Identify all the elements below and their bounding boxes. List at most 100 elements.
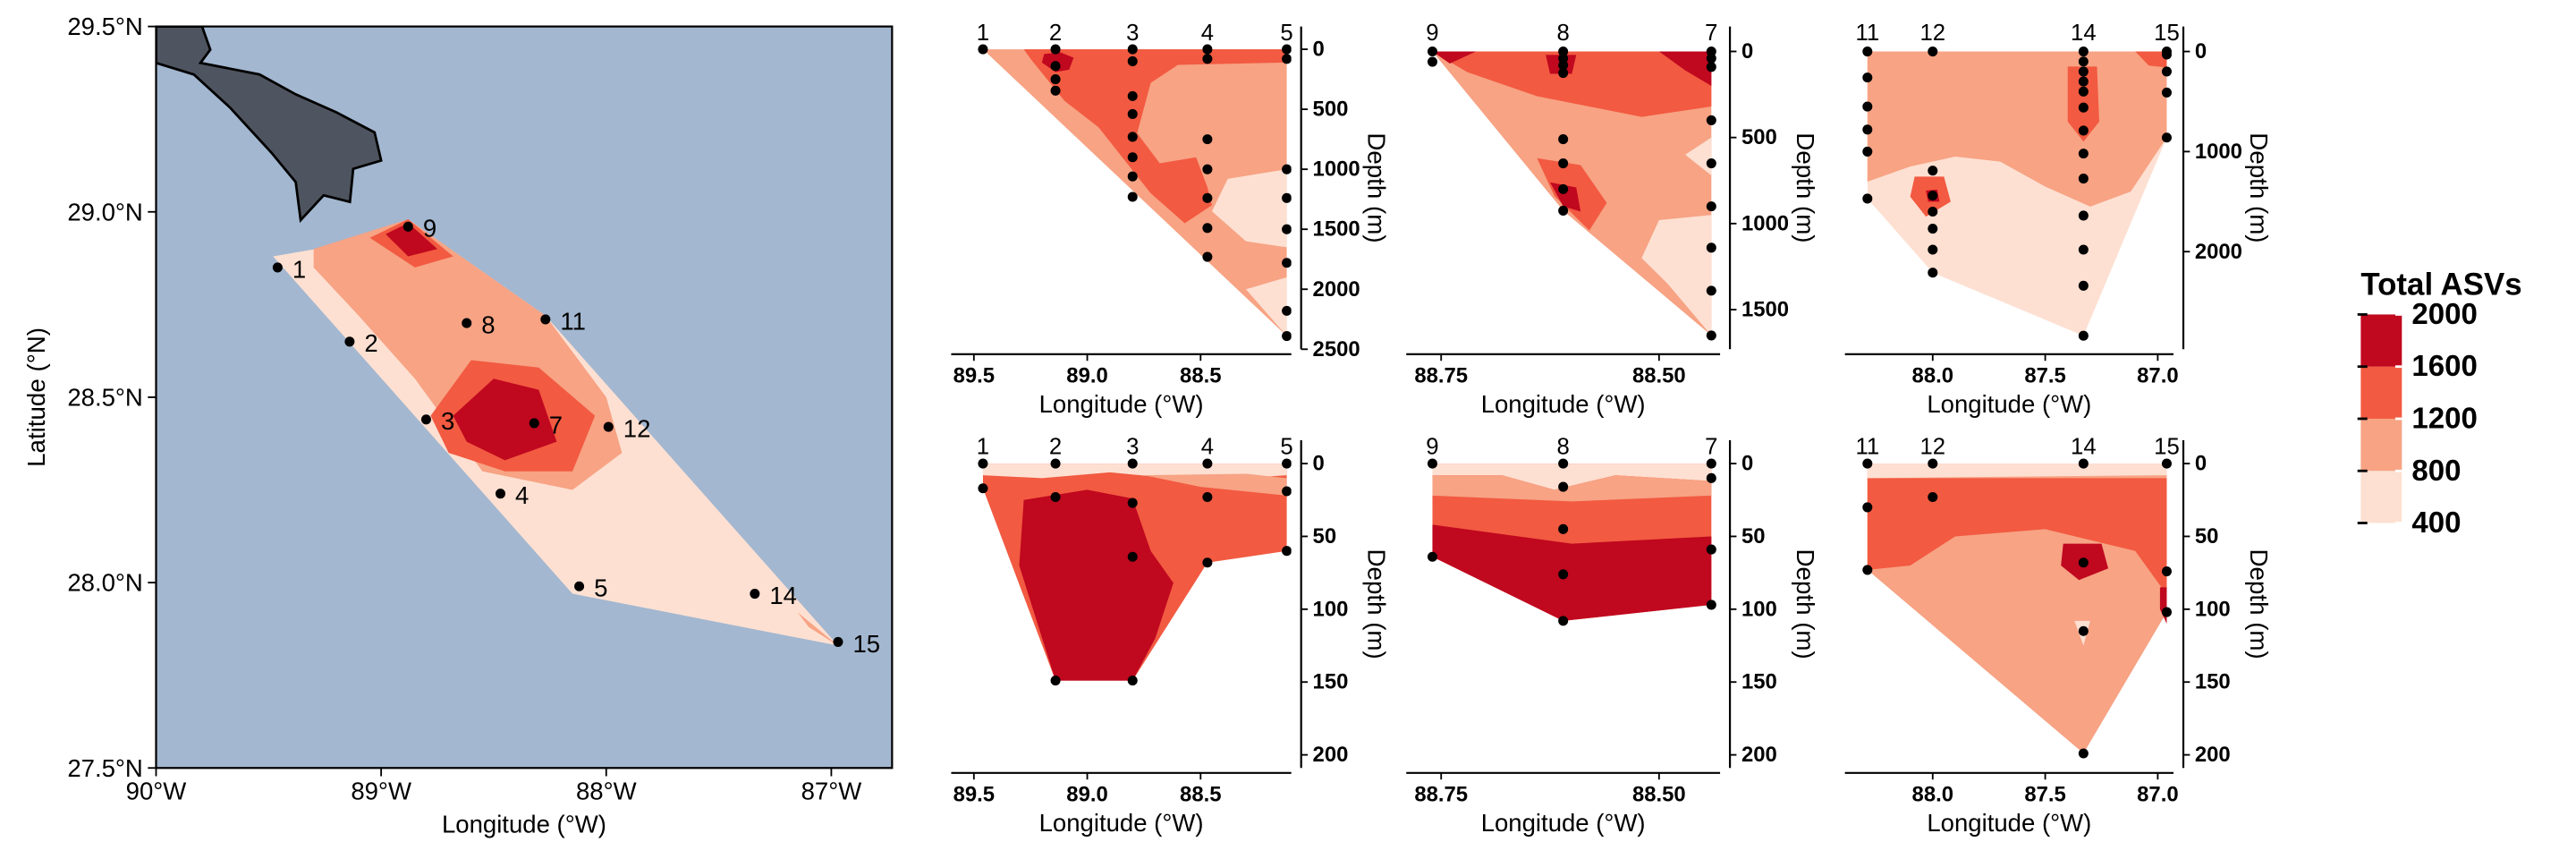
x-tick-label: 89.0 <box>1066 782 1107 806</box>
sample-point <box>2078 280 2089 291</box>
sample-point <box>1928 491 1938 503</box>
panel <box>1427 46 1716 341</box>
sample-point <box>1558 134 1569 145</box>
sample-point <box>1928 47 1938 57</box>
station-point <box>420 414 431 425</box>
y-tick-label: 50 <box>1741 524 1766 549</box>
sample-point <box>978 458 988 469</box>
station-label: 14 <box>769 582 797 609</box>
y-tick-label: 200 <box>1313 743 1349 767</box>
station-label: 2 <box>1049 21 1062 46</box>
contour-region <box>1641 215 1712 336</box>
sample-point <box>2078 149 2089 159</box>
colorbar-segment <box>2360 314 2402 367</box>
sample-point <box>1127 152 1138 163</box>
station-label: 14 <box>2071 21 2097 46</box>
y-tick-label: 28.0°N <box>67 569 142 597</box>
contour-region <box>1432 524 1712 621</box>
x-tick-label: 87.5 <box>2024 363 2065 387</box>
sample-point <box>1427 458 1437 469</box>
sample-point <box>1928 191 1938 201</box>
station-point <box>462 318 472 328</box>
sample-point <box>1706 62 1716 72</box>
sample-point <box>1706 157 1716 169</box>
sample-point <box>2078 244 2089 255</box>
contour-region <box>1432 51 1712 117</box>
sample-point <box>1282 458 1292 469</box>
station-label: 3 <box>1126 434 1139 459</box>
station-point <box>529 418 539 429</box>
sample-point <box>1706 330 1716 341</box>
panel <box>1862 458 2172 759</box>
sample-point <box>1127 458 1138 469</box>
y-tick-label: 1500 <box>1313 217 1360 242</box>
y-tick-label: 2000 <box>1313 277 1360 302</box>
sample-point <box>1202 54 1213 64</box>
sample-point <box>1928 458 1938 469</box>
y-tick-label: 100 <box>2195 597 2231 621</box>
sample-point <box>2161 132 2172 143</box>
contour-region <box>1245 276 1287 336</box>
sample-point <box>1558 183 1569 194</box>
colorbar-segment <box>2360 418 2402 472</box>
sample-point <box>1050 85 1061 96</box>
station-label: 8 <box>1556 434 1569 459</box>
panel <box>978 458 1292 686</box>
sample-point <box>1127 551 1138 562</box>
station-label: 5 <box>594 574 607 602</box>
sample-point <box>2078 748 2089 759</box>
y-tick-label: 1000 <box>1313 157 1360 182</box>
y-tick-label: 0 <box>1741 39 1753 64</box>
y-tick-label: 29.5°N <box>67 13 142 40</box>
sample-point <box>1127 498 1138 508</box>
y-tick-label: 200 <box>1741 743 1777 767</box>
contour-region <box>1867 464 2167 479</box>
station-point <box>540 314 551 325</box>
y-tick-label: 150 <box>2195 670 2231 694</box>
y-tick-label: 28.5°N <box>67 383 142 411</box>
sample-point <box>2078 625 2089 636</box>
station-label: 1 <box>977 434 989 459</box>
station-label: 12 <box>1919 434 1945 459</box>
sample-point <box>978 483 988 494</box>
sample-point <box>978 44 988 55</box>
y-tick-label: 100 <box>1313 597 1349 621</box>
y-tick-label: 1000 <box>1741 211 1789 235</box>
y-tick-label: 29.0°N <box>67 198 142 225</box>
sample-point <box>1928 268 1938 278</box>
y-tick-label: 50 <box>2195 524 2219 549</box>
x-tick-label: 88.5 <box>1180 363 1221 387</box>
sample-point <box>1706 201 1716 212</box>
sample-point <box>1706 472 1716 483</box>
x-tick-label: 87.5 <box>2024 782 2065 806</box>
x-tick-label: 88.50 <box>1632 782 1686 806</box>
colorbar-label: 800 <box>2411 455 2461 488</box>
sample-point <box>1050 491 1061 503</box>
x-tick-label: 89.5 <box>953 782 995 806</box>
sample-point <box>2078 210 2089 221</box>
sample-point <box>1050 44 1061 55</box>
sample-point <box>1202 557 1213 568</box>
station-point <box>344 336 355 347</box>
colorbar-segment <box>2360 366 2402 419</box>
sample-point <box>1928 223 1938 234</box>
sample-point <box>1558 569 1569 580</box>
colorbar-label: 1600 <box>2411 350 2478 383</box>
x-tick-label: 87°W <box>801 778 862 805</box>
x-axis-label: Longitude (°W) <box>1927 390 2091 418</box>
sample-point <box>2161 458 2172 469</box>
station-label: 8 <box>481 310 495 338</box>
y-tick-label: 1000 <box>2195 140 2242 164</box>
land <box>156 26 383 224</box>
sample-point <box>1202 192 1213 203</box>
sample-point <box>1202 134 1213 145</box>
sample-point <box>1862 146 1873 157</box>
sample-point <box>1202 44 1213 55</box>
contour-region <box>1867 478 2167 595</box>
x-tick-label: 87.0 <box>2137 363 2178 387</box>
station-label: 12 <box>1919 21 1945 46</box>
sample-point <box>1202 223 1213 234</box>
x-tick-label: 89.5 <box>953 363 995 387</box>
sample-point <box>1282 164 1292 174</box>
